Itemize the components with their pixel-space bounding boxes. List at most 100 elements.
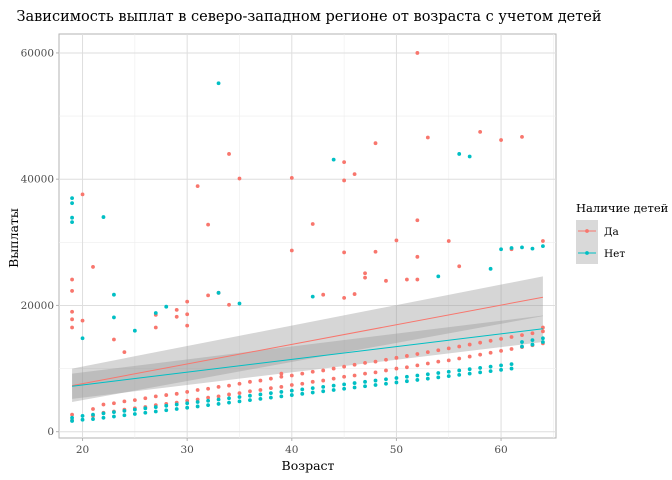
data-point-Нет [331,383,336,388]
data-point-Да [195,184,200,189]
data-point-Нет [101,215,106,219]
data-point-Нет [185,401,190,406]
data-point-Да [488,338,493,343]
data-point-Нет [132,412,137,416]
data-point-Да [237,381,242,386]
data-point-Да [530,331,535,336]
data-point-Нет [101,411,106,416]
data-point-Да [227,392,231,397]
data-point-Да [363,360,367,365]
data-point-Да [541,329,545,334]
data-point-Да [174,307,179,312]
data-point-Да [153,394,158,399]
data-point-Нет [289,388,294,393]
data-point-Да [457,356,462,361]
data-point-Нет [237,301,242,306]
data-point-Нет [153,409,158,414]
data-point-Да [80,192,85,197]
data-point-Да [499,348,503,353]
data-point-Нет [509,246,514,250]
data-point-Нет [520,340,524,344]
data-point-Да [153,325,158,330]
legend-key-point [585,229,589,233]
data-point-Да [122,350,127,355]
data-point-Нет [530,342,535,347]
data-point-Нет [122,408,127,413]
data-point-Да [331,376,336,381]
data-point-Да [499,138,503,142]
data-point-Нет [70,215,74,220]
data-point-Да [206,386,211,391]
data-point-Нет [91,412,95,417]
data-point-Да [289,383,294,387]
data-point-Да [279,371,284,376]
data-point-Нет [363,379,367,384]
data-point-Да [310,222,315,226]
scatter-points [70,51,545,423]
data-point-Нет [541,336,545,341]
x-tick-label: 50 [390,444,403,456]
data-point-Да [174,314,179,319]
data-point-Да [195,388,200,392]
data-point-Да [289,248,294,253]
data-point-Да [80,318,85,323]
data-point-Да [321,292,326,297]
data-point-Нет [342,382,347,387]
data-point-Да [310,379,315,384]
data-point-Да [425,361,430,366]
data-point-Да [321,378,326,383]
data-point-Да [342,374,347,379]
data-point-Нет [509,362,514,367]
y-tick-label: 0 [47,426,54,438]
data-point-Нет [143,406,148,411]
data-point-Нет [310,294,315,299]
data-point-Нет [478,370,483,375]
data-point-Да [164,393,169,397]
data-point-Нет [342,386,347,391]
data-point-Нет [164,304,169,309]
data-point-Нет [216,81,221,86]
data-point-Нет [164,408,169,413]
data-point-Да [185,299,190,304]
data-point-Да [216,384,221,389]
data-point-Да [70,317,74,322]
data-point-Нет [216,290,221,295]
data-point-Да [478,340,483,345]
data-point-Нет [310,390,315,395]
data-point-Нет [122,413,127,418]
data-point-Нет [415,373,420,378]
data-point-Нет [70,415,74,420]
data-point-Да [363,271,367,276]
data-point-Нет [91,417,95,421]
data-point-Да [185,312,190,317]
data-point-Да [279,384,284,389]
data-point-Да [363,275,367,280]
data-point-Да [342,295,347,300]
chart-title: Зависимость выплат в северо-западном рег… [16,9,601,25]
data-point-Нет [195,404,200,409]
data-point-Да [425,350,430,355]
data-point-Нет [268,391,273,396]
data-point-Нет [216,397,221,402]
data-point-Да [373,359,378,364]
data-point-Нет [352,381,357,385]
data-point-Нет [300,391,305,396]
trend-line-Нет [72,328,543,387]
data-point-Нет [499,247,503,252]
data-point-Да [185,390,190,394]
data-point-Да [143,396,148,401]
data-point-Нет [520,245,524,250]
data-point-Нет [80,414,85,418]
data-point-Нет [132,407,137,412]
data-point-Да [300,381,305,386]
data-point-Нет [153,405,158,409]
data-point-Да [394,238,399,243]
data-point-Нет [488,266,493,271]
x-axis-title: Возраст [282,458,335,473]
data-point-Нет [478,366,483,370]
data-point-Да [415,51,420,55]
data-point-Да [258,378,263,383]
data-point-Нет [457,368,462,373]
